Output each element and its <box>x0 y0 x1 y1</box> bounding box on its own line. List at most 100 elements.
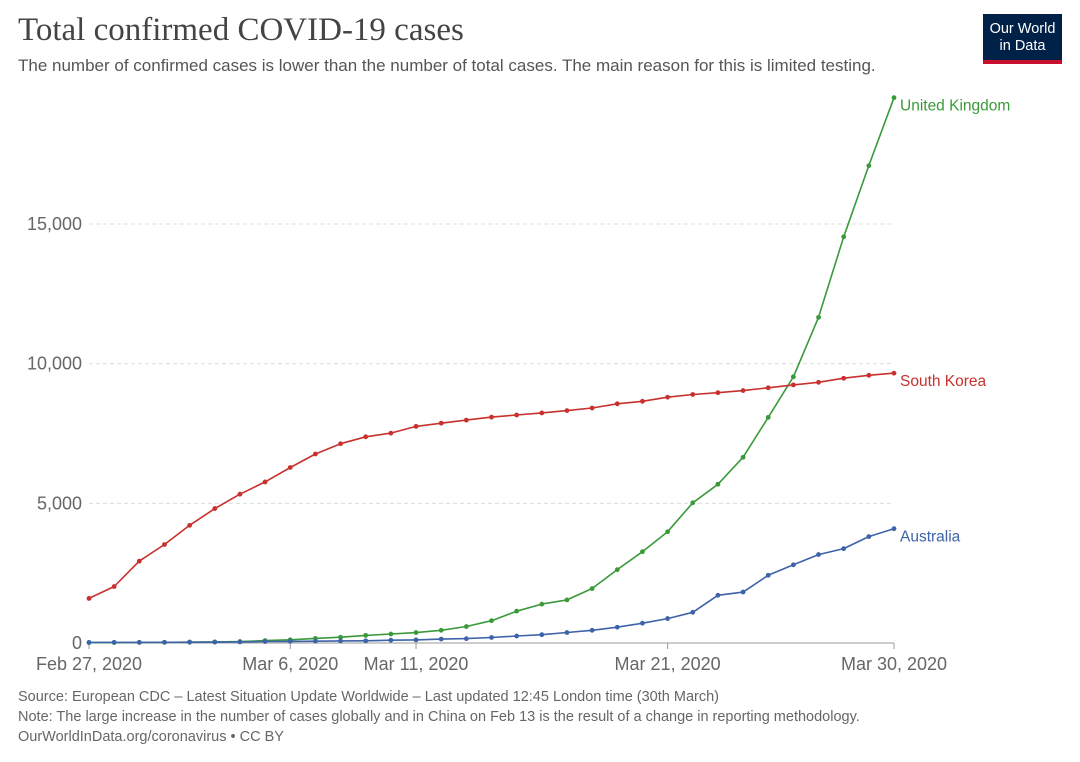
series-label: South Korea <box>900 373 987 390</box>
data-point <box>866 372 872 378</box>
data-point <box>891 526 897 532</box>
data-point <box>413 637 419 643</box>
y-axis-ticks: 0 5,000 10,000 15,000 <box>27 214 82 653</box>
footer: Source: European CDC – Latest Situation … <box>18 687 860 747</box>
data-point <box>640 549 645 555</box>
data-point <box>816 379 821 385</box>
data-point <box>866 534 872 540</box>
data-point <box>438 636 444 642</box>
data-point <box>287 465 293 470</box>
credit-link[interactable]: OurWorldInData.org/coronavirus • CC BY <box>18 729 284 745</box>
y-tick-label: 0 <box>72 633 82 653</box>
x-tick-label: Mar 6, 2020 <box>242 654 338 674</box>
data-point <box>86 639 92 645</box>
series-group: United Kingdom <box>86 95 1010 646</box>
logo-line-1: Our World <box>989 21 1056 37</box>
x-tick-label: Feb 27, 2020 <box>36 654 142 674</box>
data-point <box>463 624 469 629</box>
data-point <box>740 388 746 393</box>
data-point <box>338 634 343 640</box>
data-point <box>715 390 721 396</box>
data-point <box>413 423 419 429</box>
data-point <box>463 636 469 642</box>
line-chart: 0 5,000 10,000 15,000 Feb 27, 2020 Mar 6, 20… <box>27 95 1010 674</box>
x-tick-label: Mar 21, 2020 <box>615 654 721 674</box>
data-point <box>489 414 494 420</box>
data-point <box>790 374 796 380</box>
data-point <box>388 637 394 643</box>
y-tick-label: 15,000 <box>27 214 82 234</box>
data-point <box>891 370 897 376</box>
data-point <box>489 618 494 624</box>
data-point <box>564 630 570 635</box>
data-point <box>765 385 771 391</box>
x-tick-label: Mar 11, 2020 <box>364 654 469 674</box>
series-group: South Korea <box>86 370 987 601</box>
data-point <box>363 434 369 440</box>
series-label: Australia <box>900 529 961 546</box>
data-point <box>765 572 771 578</box>
data-point <box>514 412 520 418</box>
data-point <box>790 382 796 388</box>
owid-logo[interactable]: Our World in Data <box>983 14 1062 64</box>
data-point <box>690 392 696 397</box>
data-point <box>413 630 419 635</box>
series-line <box>89 527 895 644</box>
data-point <box>816 314 821 320</box>
data-point <box>690 500 696 506</box>
data-point <box>539 632 545 638</box>
data-point <box>287 638 293 644</box>
series-label: United Kingdom <box>900 98 1010 115</box>
series-lines: United Kingdom South Korea Australia <box>86 95 1010 646</box>
data-point <box>187 522 193 528</box>
grid-lines <box>89 223 894 504</box>
data-point <box>539 410 545 416</box>
data-point <box>438 627 444 633</box>
data-point <box>162 542 167 547</box>
data-point <box>463 417 469 423</box>
data-point <box>136 558 142 564</box>
data-point <box>564 597 570 603</box>
series-line <box>88 372 895 600</box>
y-tick-label: 10,000 <box>27 354 82 374</box>
data-point <box>665 394 670 400</box>
data-point <box>111 639 117 645</box>
data-point <box>338 638 343 644</box>
data-point <box>313 451 318 457</box>
data-point <box>313 638 318 644</box>
data-point <box>212 639 218 645</box>
data-point <box>640 620 645 626</box>
data-point <box>388 430 394 436</box>
data-point <box>363 632 369 638</box>
data-point <box>514 608 520 614</box>
data-point <box>841 234 847 240</box>
data-point <box>765 414 771 420</box>
data-point <box>715 592 721 598</box>
data-point <box>86 596 92 601</box>
data-point <box>237 639 243 645</box>
x-tick-label: Mar 30, 2020 <box>841 654 947 674</box>
data-point <box>136 639 142 645</box>
chart-title: Total confirmed COVID-19 cases <box>18 12 464 48</box>
data-point <box>790 562 796 568</box>
data-point <box>338 441 343 447</box>
data-point <box>614 624 620 630</box>
data-point <box>237 491 243 497</box>
data-point <box>740 589 746 595</box>
data-point <box>715 481 721 487</box>
chart-subtitle: The number of confirmed cases is lower t… <box>18 56 876 75</box>
data-point <box>212 506 218 511</box>
data-point <box>262 639 268 644</box>
data-point <box>539 601 545 607</box>
data-point <box>489 635 494 640</box>
data-point <box>816 552 821 557</box>
data-point <box>841 375 847 381</box>
data-point <box>665 529 670 535</box>
data-point <box>438 420 444 426</box>
data-point <box>589 627 595 633</box>
data-point <box>690 609 696 615</box>
series-line <box>89 97 895 644</box>
data-point <box>614 401 620 407</box>
logo-line-2: in Data <box>999 38 1046 54</box>
y-tick-label: 5,000 <box>37 493 82 513</box>
